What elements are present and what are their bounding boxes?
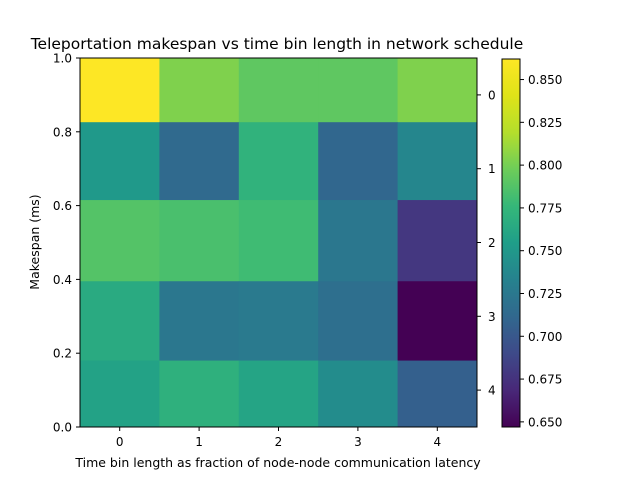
heatmap-cells: [80, 58, 478, 428]
colorbar-tick-label: 0.675: [528, 373, 562, 387]
heatmap-cell: [238, 360, 319, 428]
colorbar-ticks: 0.650 0.675 0.700 0.725 0.750 0.775 0.800 0.825…: [520, 73, 562, 429]
colorbar-tick-label: 0.800: [528, 159, 562, 173]
heatmap-cell: [159, 281, 240, 362]
x-tick-label: 2: [275, 435, 283, 449]
x-tick-label: 1: [195, 435, 203, 449]
heatmap-cell: [318, 200, 399, 282]
y-tick-label: 1.0: [53, 52, 72, 66]
heatmap-cell: [159, 360, 240, 428]
heatmap-cell: [238, 122, 319, 201]
y-right-tick-label: 0: [488, 88, 496, 102]
x-tick-label: 3: [354, 435, 362, 449]
y-tick-label: 0.0: [53, 421, 72, 435]
heatmap-cell: [80, 281, 160, 362]
heatmap-cell: [397, 58, 478, 123]
y-axis-right: 0 1 2 3 4: [477, 88, 496, 398]
heatmap-cell: [318, 281, 399, 362]
heatmap-cell: [80, 58, 160, 123]
y-axis-label: Makespan (ms): [27, 194, 42, 289]
y-axis-left: 0.0 0.2 0.4 0.6 0.8 1.0: [53, 52, 80, 435]
y-right-tick-label: 1: [488, 162, 496, 176]
colorbar: [501, 58, 521, 428]
colorbar-tick-label: 0.750: [528, 244, 562, 258]
y-right-tick-label: 2: [488, 236, 496, 250]
heatmap-cell: [397, 281, 478, 362]
heatmap-cell: [80, 122, 160, 201]
heatmap-cell: [397, 200, 478, 282]
x-tick-label: 4: [433, 435, 441, 449]
chart-title: Teleportation makespan vs time bin lengt…: [30, 35, 524, 53]
colorbar-tick-label: 0.775: [528, 201, 562, 215]
colorbar-tick-label: 0.825: [528, 116, 562, 130]
heatmap-cell: [159, 200, 240, 282]
y-tick-label: 0.2: [53, 347, 72, 361]
colorbar-tick-label: 0.650: [528, 415, 562, 429]
heatmap-cell: [397, 122, 478, 201]
y-tick-label: 0.4: [53, 273, 72, 287]
heatmap-cell: [318, 122, 399, 201]
heatmap-cell: [318, 360, 399, 428]
heatmap-cell: [159, 58, 240, 123]
heatmap-cell: [238, 58, 319, 123]
heatmap-cell: [318, 58, 399, 123]
x-tick-label: 0: [116, 435, 124, 449]
x-axis-label: Time bin length as fraction of node-node…: [74, 455, 481, 470]
y-tick-label: 0.6: [53, 199, 72, 213]
heatmap-cell: [80, 200, 160, 282]
heatmap-cell: [238, 200, 319, 282]
y-right-tick-label: 4: [488, 384, 496, 398]
colorbar-tick-label: 0.850: [528, 73, 562, 87]
colorbar-tick-label: 0.700: [528, 330, 562, 344]
x-axis: 0 1 2 3 4: [116, 427, 441, 449]
y-tick-label: 0.8: [53, 125, 72, 139]
colorbar-tick-label: 0.725: [528, 287, 562, 301]
heatmap-cell: [159, 122, 240, 201]
heatmap-cell: [397, 360, 478, 428]
y-right-tick-label: 3: [488, 310, 496, 324]
heatmap-cell: [238, 281, 319, 362]
heatmap-cell: [80, 360, 160, 428]
